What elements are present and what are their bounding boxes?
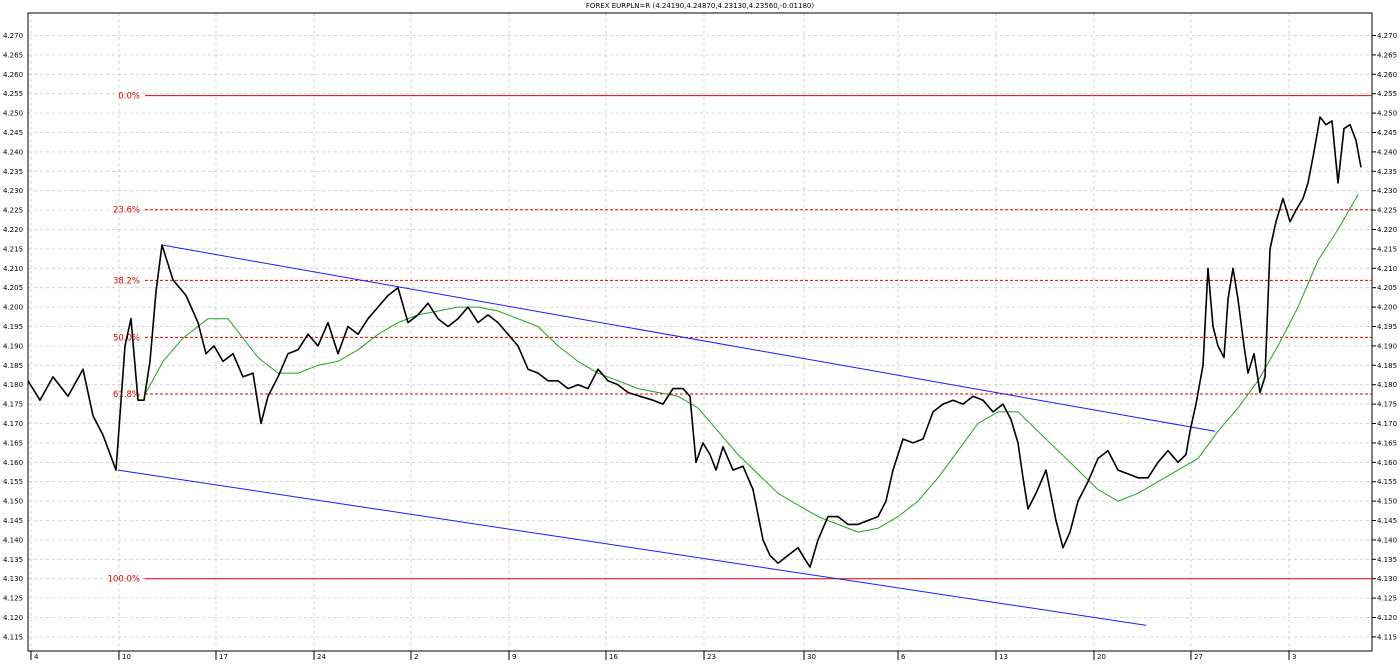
y-tick-label-right: 4.155 <box>1377 478 1397 486</box>
y-axis-right: 4.115 4.120 4.125 4.130 4.135 4.140 4.145 4.150… <box>1372 32 1397 641</box>
y-tick-label-right: 4.220 <box>1377 226 1397 234</box>
y-tick-label-right: 4.145 <box>1377 517 1397 525</box>
y-tick-label-right: 4.260 <box>1377 71 1397 79</box>
x-tick-label: 4 <box>34 653 39 660</box>
y-tick-label-right: 4.250 <box>1377 110 1397 118</box>
y-tick-label-left: 4.200 <box>3 304 23 312</box>
y-tick-label-right: 4.135 <box>1377 556 1397 564</box>
y-tick-label-left: 4.240 <box>3 148 23 156</box>
y-tick-label-left: 4.130 <box>3 575 23 583</box>
y-tick-label-right: 4.235 <box>1377 168 1397 176</box>
x-tick-label: 10 <box>122 653 131 660</box>
fibonacci-levels: 0.0%23.6%38.2%50.0%61.8%100.0% <box>108 92 1372 585</box>
fib-level-label: 0.0% <box>118 92 140 102</box>
y-tick-label-left: 4.235 <box>3 168 23 176</box>
x-axis: 420131017242December9162330620141320273F… <box>30 651 1322 665</box>
price-series-line <box>27 116 1362 568</box>
y-tick-label-left: 4.195 <box>3 323 23 331</box>
y-tick-label-right: 4.230 <box>1377 187 1397 195</box>
y-tick-label-left: 4.115 <box>3 633 23 641</box>
y-tick-label-left: 4.140 <box>3 536 23 544</box>
grid <box>28 13 1372 651</box>
y-tick-label-right: 4.140 <box>1377 536 1397 544</box>
y-tick-label-right: 4.225 <box>1377 207 1397 215</box>
y-tick-label-left: 4.205 <box>3 284 23 292</box>
y-tick-label-left: 4.125 <box>3 595 23 603</box>
trend-lower-series-line <box>117 469 1147 626</box>
y-tick-label-left: 4.150 <box>3 498 23 506</box>
y-tick-label-left: 4.135 <box>3 556 23 564</box>
y-tick-label-right: 4.255 <box>1377 90 1397 98</box>
y-tick-label-left: 4.175 <box>3 401 23 409</box>
y-tick-label-right: 4.240 <box>1377 148 1397 156</box>
y-tick-label-left: 4.255 <box>3 90 23 98</box>
y-tick-label-right: 4.130 <box>1377 575 1397 583</box>
y-tick-label-right: 4.150 <box>1377 498 1397 506</box>
y-tick-label-left: 4.120 <box>3 614 23 622</box>
y-tick-label-right: 4.180 <box>1377 381 1397 389</box>
y-tick-label-right: 4.245 <box>1377 129 1397 137</box>
y-tick-label-right: 4.265 <box>1377 51 1397 59</box>
y-tick-label-left: 4.215 <box>3 245 23 253</box>
y-axis-left: 4.115 4.120 4.125 4.130 4.135 4.140 4.145 4.150… <box>3 32 23 641</box>
y-tick-label-left: 4.220 <box>3 226 23 234</box>
y-tick-label-right: 4.190 <box>1377 342 1397 350</box>
fib-level-label: 100.0% <box>108 575 140 585</box>
y-tick-label-right: 4.200 <box>1377 304 1397 312</box>
moving-average-series-line <box>143 194 1359 533</box>
y-tick-label-right: 4.120 <box>1377 614 1397 622</box>
x-tick-label: 23 <box>707 653 716 660</box>
x-tick-label: 24 <box>317 653 326 660</box>
y-tick-label-left: 4.265 <box>3 51 23 59</box>
y-tick-label-left: 4.225 <box>3 207 23 215</box>
y-tick-label-right: 4.160 <box>1377 459 1397 467</box>
x-tick-label: 17 <box>219 653 228 660</box>
x-tick-label: 6 <box>901 653 906 660</box>
y-tick-label-left: 4.180 <box>3 381 23 389</box>
y-tick-label-right: 4.125 <box>1377 595 1397 603</box>
y-tick-label-left: 4.165 <box>3 439 23 447</box>
y-tick-label-left: 4.190 <box>3 342 23 350</box>
y-tick-label-left: 4.155 <box>3 478 23 486</box>
y-tick-label-right: 4.175 <box>1377 401 1397 409</box>
y-tick-label-left: 4.260 <box>3 71 23 79</box>
x-tick-label: 20 <box>1097 653 1106 660</box>
fib-level-label: 38.2% <box>113 276 140 286</box>
y-tick-label-left: 4.160 <box>3 459 23 467</box>
trend-upper-series-line <box>161 244 1216 432</box>
y-tick-label-left: 4.250 <box>3 110 23 118</box>
y-tick-label-right: 4.205 <box>1377 284 1397 292</box>
y-tick-label-left: 4.270 <box>3 32 23 40</box>
x-tick-label: 2 <box>414 653 418 660</box>
y-tick-label-right: 4.170 <box>1377 420 1397 428</box>
x-tick-label: 27 <box>1194 653 1203 660</box>
y-tick-label-right: 4.270 <box>1377 32 1397 40</box>
y-tick-label-right: 4.215 <box>1377 245 1397 253</box>
y-tick-label-left: 4.185 <box>3 362 23 370</box>
y-tick-label-right: 4.210 <box>1377 265 1397 273</box>
series <box>27 116 1362 626</box>
x-tick-label: 9 <box>512 653 516 660</box>
y-tick-label-left: 4.230 <box>3 187 23 195</box>
x-tick-label: 3 <box>1292 653 1296 660</box>
x-tick-label: 30 <box>807 653 816 660</box>
y-tick-label-right: 4.185 <box>1377 362 1397 370</box>
chart-title: FOREX EURPLN=R (4.24190,4.24870,4.23130,… <box>586 2 814 10</box>
x-tick-label: 16 <box>609 653 618 660</box>
fib-level-label: 61.8% <box>113 390 140 400</box>
x-tick-label: 13 <box>999 653 1008 660</box>
y-tick-label-left: 4.245 <box>3 129 23 137</box>
y-tick-label-right: 4.165 <box>1377 439 1397 447</box>
plot-frame <box>27 12 1373 652</box>
y-tick-label-left: 4.210 <box>3 265 23 273</box>
y-tick-label-left: 4.145 <box>3 517 23 525</box>
y-tick-label-right: 4.115 <box>1377 633 1397 641</box>
y-tick-label-left: 4.170 <box>3 420 23 428</box>
fib-level-label: 23.6% <box>113 206 140 216</box>
y-tick-label-right: 4.195 <box>1377 323 1397 331</box>
